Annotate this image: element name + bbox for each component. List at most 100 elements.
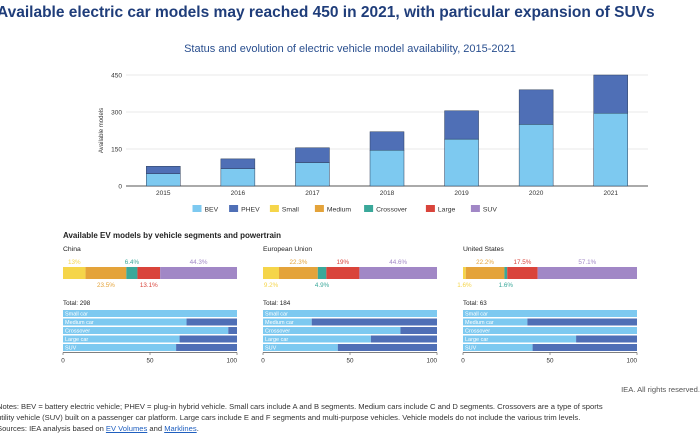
segment-label-top: 13% (68, 259, 81, 266)
powertrain-bar-label: Crossover (65, 329, 90, 335)
legend-label-small: Small (282, 207, 299, 214)
sources-prefix: Sources: IEA analysis based on (0, 424, 106, 433)
powertrain-bar-label: Crossover (465, 329, 490, 335)
segment-bar-european-union (317, 267, 327, 279)
y-axis-label: Available models (99, 108, 105, 153)
powertrain-bar-phev (311, 318, 437, 326)
x-tick-label: 2017 (305, 190, 320, 197)
segment-label-top: 44.3% (190, 259, 208, 266)
segment-bar-united-states (537, 267, 637, 279)
powertrain-bar-label: Large car (265, 337, 288, 343)
x-tick-label: 2018 (380, 190, 395, 197)
x-tick-label: 2016 (231, 190, 246, 197)
segment-bar-european-union (359, 267, 437, 279)
segment-bar-united-states (463, 267, 466, 279)
panel-x-tick-label: 100 (626, 358, 637, 365)
legend-label-phev: PHEV (241, 207, 260, 214)
powertrain-bar-label: Medium car (265, 320, 294, 326)
bar-bev-2016 (220, 168, 256, 187)
powertrain-bar-bev (463, 318, 528, 326)
segment-bar-european-union (263, 267, 280, 279)
legend-label-bev: BEV (205, 207, 219, 214)
bar-bev-2018 (369, 149, 405, 187)
total-label-china: Total: 298 (63, 300, 91, 307)
powertrain-bar-bev (63, 318, 187, 326)
sources-suffix: . (196, 424, 199, 433)
segment-label-bottom: 1.6% (457, 282, 472, 289)
powertrain-bar-label: SUV (465, 346, 477, 352)
panel-x-tick-label: 100 (226, 358, 237, 365)
segment-label-bottom: 13.1% (140, 282, 158, 289)
powertrain-bar-bev (463, 344, 533, 351)
bar-phev-2015 (146, 166, 181, 174)
ev-volumes-link[interactable]: EV Volumes (105, 424, 148, 433)
legend-label-crossover: Crossover (376, 207, 408, 214)
powertrain-bar-label: Small car (265, 312, 288, 318)
bar-bev-2020 (518, 124, 554, 187)
powertrain-bar-phev (176, 344, 237, 351)
x-tick-label: 2015 (156, 190, 171, 197)
powertrain-bar-phev (186, 318, 237, 326)
notes: Notes: BEV = battery electric vehicle; P… (0, 401, 700, 434)
powertrain-bar-phev (400, 327, 437, 334)
powertrain-bar-phev (576, 335, 637, 343)
credit: IEA. All rights reserved. (621, 385, 700, 394)
powertrain-bar-bev (263, 318, 312, 326)
notes-line-2: utility vehicle (SUV) built on a passeng… (0, 413, 581, 422)
powertrain-bar-bev (263, 344, 338, 351)
segment-bar-china (63, 267, 86, 279)
segment-label-top: 57.1% (578, 259, 596, 266)
panel-x-tick-label: 50 (346, 358, 354, 365)
powertrain-bar-label: Large car (65, 337, 88, 343)
segment-label-top: 22.2% (476, 259, 494, 266)
total-label-united-states: Total: 63 (463, 300, 487, 307)
chart1-title: Status and evolution of electric vehicle… (184, 43, 516, 55)
legend-swatch-medium (314, 205, 324, 212)
powertrain-bar-bev (263, 310, 437, 317)
x-tick-label: 2019 (454, 190, 469, 197)
bar-bev-2015 (146, 173, 181, 187)
segment-label-bottom: 4.9% (315, 282, 330, 289)
y-tick-label: 300 (111, 110, 122, 117)
powertrain-bar-label: Crossover (265, 329, 290, 335)
powertrain-bar-bev (63, 344, 177, 351)
legend-swatch-crossover (364, 205, 374, 212)
panel-x-tick-label: 100 (426, 358, 437, 365)
x-tick-label: 2020 (529, 190, 544, 197)
powertrain-bar-phev (179, 335, 237, 343)
panel-x-tick-label: 0 (261, 358, 265, 365)
segment-bar-china (126, 267, 138, 279)
bar-phev-2019 (444, 110, 479, 140)
marklines-link[interactable]: Marklines (164, 424, 197, 433)
segment-label-bottom: 1.6% (499, 282, 514, 289)
panel-x-tick-label: 50 (546, 358, 554, 365)
region-name-united-states: United States (463, 246, 504, 253)
bar-phev-2021 (593, 74, 628, 114)
segment-bar-european-union (279, 267, 318, 279)
segment-bar-china (85, 267, 127, 279)
powertrain-bar-phev (532, 344, 637, 351)
legend-label-suv: SUV (483, 207, 497, 214)
powertrain-bar-bev (63, 310, 237, 317)
legend-swatch-bev (192, 205, 202, 212)
region-name-european-union: European Union (263, 246, 312, 253)
segment-label-bottom: 9.2% (264, 282, 279, 289)
powertrain-bar-bev (63, 335, 180, 343)
notes-line-1: Notes: BEV = battery electric vehicle; P… (0, 402, 603, 411)
segment-label-top: 6.4% (125, 259, 140, 266)
bar-bev-2021 (593, 112, 628, 187)
sources-connector: and (147, 424, 165, 433)
x-tick-label: 2021 (603, 190, 618, 197)
bar-phev-2016 (220, 158, 256, 169)
panel-x-tick-label: 50 (146, 358, 154, 365)
legend-label-medium: Medium (327, 207, 352, 214)
powertrain-bar-bev (463, 310, 637, 317)
headline: Available electric car models may reache… (0, 4, 655, 21)
powertrain-bar-phev (527, 318, 637, 326)
powertrain-bar-label: Small car (465, 312, 488, 318)
legend-swatch-phev (229, 205, 239, 212)
y-tick-label: 0 (118, 184, 122, 191)
panel-x-tick-label: 0 (461, 358, 465, 365)
powertrain-bar-label: Medium car (465, 320, 494, 326)
